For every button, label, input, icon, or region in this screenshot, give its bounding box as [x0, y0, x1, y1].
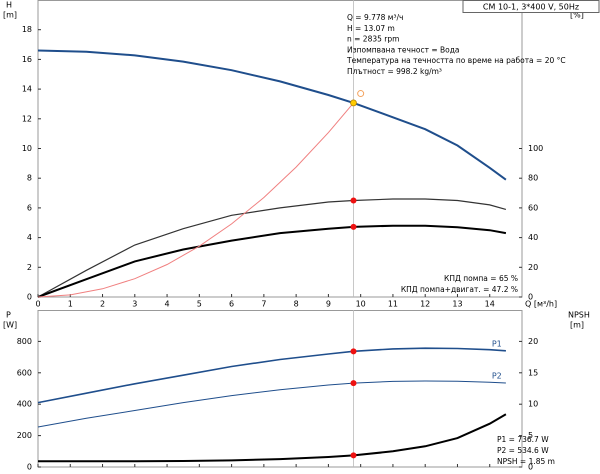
y-axis-unit: [m] [3, 11, 17, 20]
y-tick-label: 2 [27, 263, 32, 272]
x-tick-label: 12 [420, 300, 430, 309]
power-note: P2 = 534.6 W [497, 446, 549, 455]
series-label: P2 [492, 372, 502, 381]
x-tick-label: 10 [356, 300, 366, 309]
y2-tick-label: 20 [528, 337, 538, 346]
x-tick-label: 13 [452, 300, 462, 309]
y2-tick-label: 100 [528, 144, 543, 153]
x-tick-label: 6 [229, 300, 234, 309]
info-line: Q = 9.778 м³/ч [347, 13, 403, 22]
plot-frame [37, 310, 523, 468]
y2-tick-label: 5 [528, 431, 533, 440]
y-tick-label: 200 [17, 431, 32, 440]
x-tick-label: 3 [132, 300, 137, 309]
header-box [462, 0, 600, 13]
y-tick-label: 12 [22, 114, 32, 123]
x-tick-label: 4 [165, 300, 170, 309]
info-line: n = 2835 rpm [347, 35, 399, 44]
efficiency-note: КПД помпа+двигат. = 47.2 % [401, 285, 518, 294]
duty-marker [357, 90, 365, 98]
curve [37, 102, 354, 298]
y-tick-label: 400 [17, 400, 32, 409]
duty-marker [350, 452, 357, 459]
y-tick-label: 8 [27, 174, 32, 183]
chart-title: CM 10-1, 3*400 V, 50Hz [483, 3, 579, 12]
curve [37, 380, 506, 428]
efficiency-note: КПД помпа = 65 % [444, 274, 518, 283]
info-line: Плътност = 998.2 kg/m³ [347, 67, 442, 76]
x-tick-label: 14 [485, 300, 495, 309]
y-tick-label: 14 [22, 85, 32, 94]
y-tick-label: 18 [22, 25, 32, 34]
info-line: H = 13.07 m [347, 24, 395, 33]
x-tick-label: 7 [261, 300, 266, 309]
y2-tick-label: 40 [528, 233, 538, 242]
y-tick-label: 16 [22, 55, 32, 64]
y2-tick-label: 0 [528, 293, 533, 302]
x-axis-label: Q [м³/h] [525, 300, 557, 309]
curve [37, 49, 507, 181]
x-tick-label: 11 [388, 300, 398, 309]
duty-marker [350, 380, 357, 387]
x-tick-label: 1 [68, 300, 73, 309]
info-line: Температура на течността по време на раб… [346, 56, 566, 65]
y-tick-label: 6 [27, 203, 32, 212]
y2-tick-label: 15 [528, 368, 538, 377]
duty-marker [350, 348, 357, 355]
y2-tick-label: 0 [528, 463, 533, 472]
y2-tick-label: 10 [528, 400, 538, 409]
info-line: Изпомпвана течност = Вода [347, 45, 460, 54]
duty-marker [350, 197, 357, 204]
y-axis-label: P [6, 311, 11, 320]
y-tick-label: 4 [27, 233, 32, 242]
y-axis-unit: [W] [3, 321, 17, 330]
x-tick-label: 9 [326, 300, 331, 309]
duty-marker [350, 99, 357, 107]
y2-axis-label: NPSH [568, 311, 590, 320]
y2-tick-label: 20 [528, 263, 538, 272]
power-note: P1 = 736.7 W [497, 435, 549, 444]
y2-axis-unit: [m] [570, 321, 584, 330]
y2-tick-label: 60 [528, 203, 538, 212]
x-tick-label: 8 [294, 300, 299, 309]
x-tick-label: 0 [35, 300, 40, 309]
y2-tick-label: 80 [528, 174, 538, 183]
curve [37, 224, 507, 298]
y2-axis-unit: [%] [570, 11, 584, 20]
y-tick-label: 600 [17, 368, 32, 377]
curve [37, 347, 506, 404]
series-label: P1 [492, 339, 502, 348]
curve [37, 198, 507, 298]
power-note: NPSH = 1.85 m [497, 457, 555, 466]
y-tick-label: 800 [17, 337, 32, 346]
y-tick-label: 10 [22, 144, 32, 153]
y-tick-label: 0 [27, 463, 32, 472]
y-tick-label: 0 [27, 293, 32, 302]
y-axis-label: H [6, 1, 12, 10]
x-tick-label: 5 [197, 300, 202, 309]
x-tick-label: 2 [100, 300, 105, 309]
duty-marker [350, 223, 357, 230]
curve [38, 413, 507, 463]
